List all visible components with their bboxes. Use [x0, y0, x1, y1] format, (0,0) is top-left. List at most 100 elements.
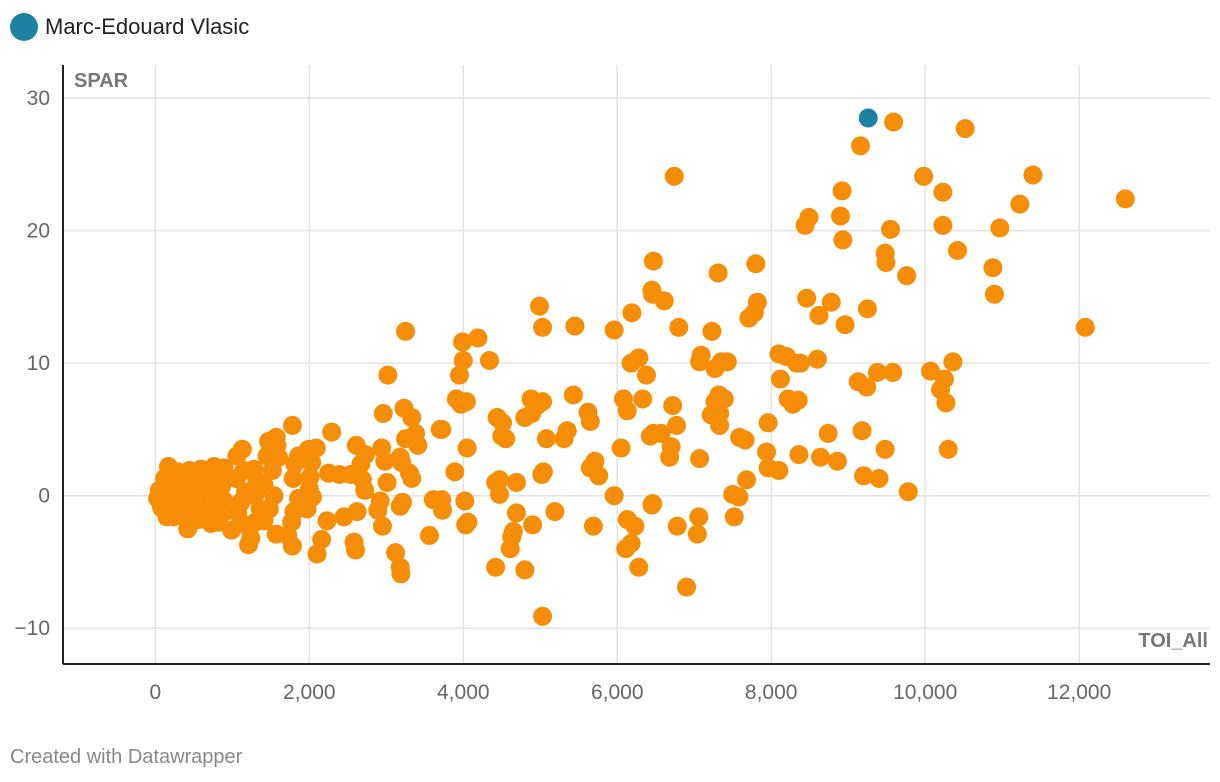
data-point	[708, 263, 728, 283]
x-tick-label: 10,000	[893, 681, 957, 704]
data-points	[148, 108, 1135, 626]
data-point	[317, 511, 337, 531]
footer-credit: Created with Datawrapper	[10, 746, 243, 768]
data-point	[690, 449, 710, 469]
data-point	[933, 182, 953, 202]
data-point	[667, 415, 687, 435]
data-point	[875, 439, 895, 459]
data-point	[669, 317, 689, 337]
data-point	[821, 292, 841, 312]
data-point	[664, 166, 684, 186]
data-point	[533, 606, 553, 626]
data-point	[613, 389, 633, 409]
data-point	[737, 470, 757, 490]
data-point	[832, 181, 852, 201]
data-point	[677, 577, 697, 597]
axes: 0 2,000 4,000 6,000 8,000 10,000 12,000 −10 0 10 2…	[14, 65, 1210, 704]
data-point	[479, 351, 499, 371]
data-point	[402, 468, 422, 488]
data-point	[446, 389, 466, 409]
data-point	[346, 435, 366, 455]
data-point	[486, 557, 506, 577]
data-point	[372, 516, 392, 536]
data-point	[390, 496, 410, 516]
data-point	[809, 305, 829, 325]
data-point	[449, 365, 469, 385]
data-point	[835, 315, 855, 335]
y-tick-label: −10	[14, 617, 50, 640]
data-point	[642, 495, 662, 515]
data-point	[833, 230, 853, 250]
data-point	[955, 119, 975, 139]
data-point	[818, 423, 838, 443]
data-point	[283, 468, 303, 488]
data-point	[851, 136, 871, 156]
data-point	[717, 352, 737, 372]
data-point	[506, 503, 526, 523]
data-point	[921, 361, 941, 381]
data-point	[536, 429, 556, 449]
data-point	[375, 451, 395, 471]
data-point	[936, 393, 956, 413]
x-axis-title: TOI_All	[1138, 630, 1208, 652]
data-point	[621, 533, 641, 553]
data-point	[667, 516, 687, 536]
x-tick-label: 2,000	[283, 681, 336, 704]
data-point	[643, 284, 663, 304]
data-point	[282, 536, 302, 556]
data-point	[530, 296, 550, 316]
legend-swatch-highlight	[10, 13, 38, 41]
data-point	[396, 429, 416, 449]
data-point	[604, 486, 624, 506]
legend: Marc-Edouard Vlasic	[10, 13, 249, 41]
data-point	[532, 464, 552, 484]
data-point	[730, 427, 750, 447]
data-point	[496, 429, 516, 449]
data-point	[629, 557, 649, 577]
y-tick-label: 30	[27, 87, 50, 110]
data-point	[262, 461, 282, 481]
data-point	[266, 524, 286, 544]
data-point	[368, 500, 388, 520]
data-point	[938, 439, 958, 459]
data-point	[611, 438, 631, 458]
data-point	[355, 480, 375, 500]
data-point	[152, 498, 172, 518]
data-point	[757, 442, 777, 462]
data-point	[777, 347, 797, 367]
data-point	[545, 502, 565, 522]
data-point	[990, 218, 1010, 238]
data-point	[456, 515, 476, 535]
data-point	[322, 422, 342, 442]
data-point	[778, 389, 798, 409]
data-point	[943, 352, 963, 372]
data-point	[714, 389, 734, 409]
data-point	[914, 166, 934, 186]
x-tick-label: 8,000	[745, 681, 798, 704]
data-point	[857, 299, 877, 319]
legend-label-highlight: Marc-Edouard Vlasic	[45, 14, 250, 39]
data-point	[346, 540, 366, 560]
data-point	[933, 215, 953, 235]
x-tick-label: 0	[150, 681, 162, 704]
data-point	[1010, 194, 1030, 214]
data-point	[1115, 189, 1135, 209]
data-point	[883, 362, 903, 382]
data-point	[445, 462, 465, 482]
data-point	[758, 458, 778, 478]
grid	[63, 65, 1210, 664]
data-point	[795, 215, 815, 235]
data-point	[640, 426, 660, 446]
y-tick-label: 0	[38, 485, 50, 508]
data-point	[227, 446, 247, 466]
data-point	[239, 535, 259, 555]
data-point	[565, 316, 585, 336]
data-point	[827, 451, 847, 471]
data-point	[500, 539, 520, 559]
data-point	[386, 543, 406, 563]
data-point	[1023, 165, 1043, 185]
data-point	[285, 454, 305, 474]
y-tick-label: 10	[27, 352, 50, 375]
data-point	[881, 219, 901, 239]
